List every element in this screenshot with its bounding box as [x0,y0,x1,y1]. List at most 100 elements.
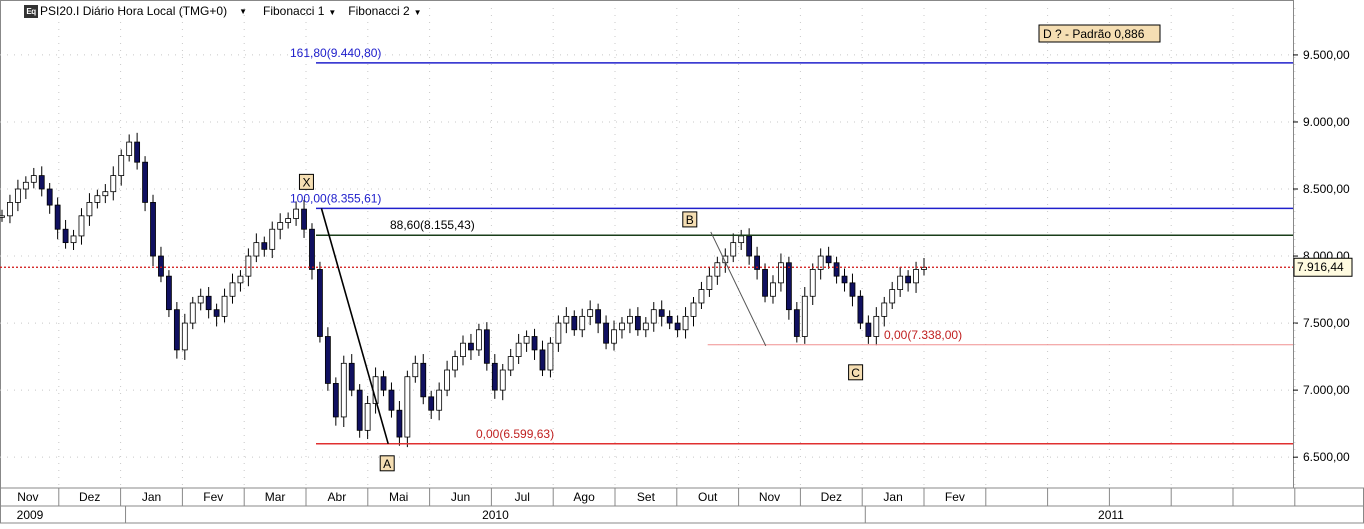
candle-body [142,161,148,203]
candle-body [897,275,904,290]
year-label: 2009 [17,508,44,522]
candle-body [22,181,29,190]
fib-level-label: 0,00(6.599,63) [476,427,554,441]
candle-body [396,409,403,438]
candle-body [817,255,824,270]
indicator-fib2[interactable]: Fibonacci 2 ▼ [348,4,427,18]
candle-body [714,262,721,277]
x-tick-label: Mai [389,490,408,504]
candle-body [412,362,419,378]
candle-body [86,202,93,217]
fib-level-label: 0,00(7.338,00) [884,328,962,342]
candle-body [94,195,101,203]
candle-body [603,322,609,344]
candle-body [634,315,641,331]
candle-body [245,255,252,277]
candle-body [468,342,474,351]
candle-body [189,302,196,324]
candle-body [269,228,276,250]
candle-body [340,362,347,418]
last-price-label: 7.916,44 [1297,260,1344,274]
pattern-point-box [848,364,864,381]
candle-body [762,269,768,297]
candle-body [348,362,355,391]
candle-body [539,349,546,371]
candle-body [674,322,681,331]
candle-body [833,262,840,277]
x-tick-label: Out [698,490,718,504]
y-tick-label: 9.500,00 [1303,48,1350,62]
x-tick-label: Abr [328,490,347,504]
pattern-label-box [1038,24,1161,43]
candle-body [30,175,37,183]
candle-body [619,322,625,331]
symbol-title[interactable]: PSI20.I Diário Hora Local (TMG+0) [40,4,228,18]
pattern-leg-bc [710,231,767,347]
candle-body [754,255,760,270]
candle-body [173,309,180,351]
candle-body [849,282,856,297]
candle-body [746,235,753,257]
candle-body [563,315,570,324]
candle-body [698,289,705,304]
candle-body [301,208,307,230]
x-tick-label: Set [637,490,656,504]
x-tick-label: Nov [759,490,780,504]
candle-body [213,309,220,317]
chevron-down-icon[interactable]: ▼ [328,8,337,17]
indicator-label: Fibonacci 2 [348,4,410,18]
indicator-label: Fibonacci 1 [263,4,325,18]
candle-body [889,289,896,304]
x-tick-label: Jan [142,490,161,504]
candle-body [428,396,435,411]
candle-body [46,188,53,206]
x-tick-label: Jun [451,490,470,504]
candle-body [158,255,164,277]
x-tick-label: Mar [265,490,286,504]
candle-body [857,295,864,324]
y-tick-label: 8.500,00 [1303,182,1350,196]
candle-body [78,215,85,237]
indicator-fib1[interactable]: Fibonacci 1 ▼ [263,4,342,18]
symbol-dropdown-icon[interactable]: ▼ [239,6,247,16]
candle-body [491,362,498,391]
candle-body [134,141,141,163]
plot-frame [0,0,1294,489]
candle-body [126,141,133,156]
candle-body [166,275,172,311]
year-label: 2011 [1098,508,1124,522]
candle-body [690,302,697,317]
candle-body [356,389,363,431]
eq-logo-icon: Eq [24,4,38,18]
candle-body [730,242,737,257]
chart-header: Eq PSI20.I Diário Hora Local (TMG+0) ▼ F… [24,2,428,20]
chevron-down-icon[interactable]: ▼ [413,8,422,17]
candle-body [197,295,204,304]
candle-body [364,403,371,431]
candle-body [0,215,5,218]
candle-body [253,242,260,257]
candle-body [70,235,77,244]
candle-body [14,188,21,203]
year-label: 2010 [482,508,509,522]
candle-body [682,315,689,331]
candle-body [62,228,69,244]
fib-level-label: 161,80(9.440,80) [290,46,381,60]
candle-body [793,309,800,337]
candle-body [825,255,832,264]
candle-body [54,204,61,230]
candle-body [785,262,792,311]
candle-body [579,315,586,331]
candle-body [7,202,13,217]
candle-body [507,356,514,371]
candle-body [150,202,156,257]
candle-body [404,376,411,438]
candle-body [627,315,633,324]
candle-body [809,269,816,297]
candle-body [778,262,784,284]
candle-body [913,269,919,284]
candle-body [388,389,395,411]
candle-body [237,275,244,284]
candle-body [515,342,522,358]
x-tick-label: Fev [945,490,965,504]
